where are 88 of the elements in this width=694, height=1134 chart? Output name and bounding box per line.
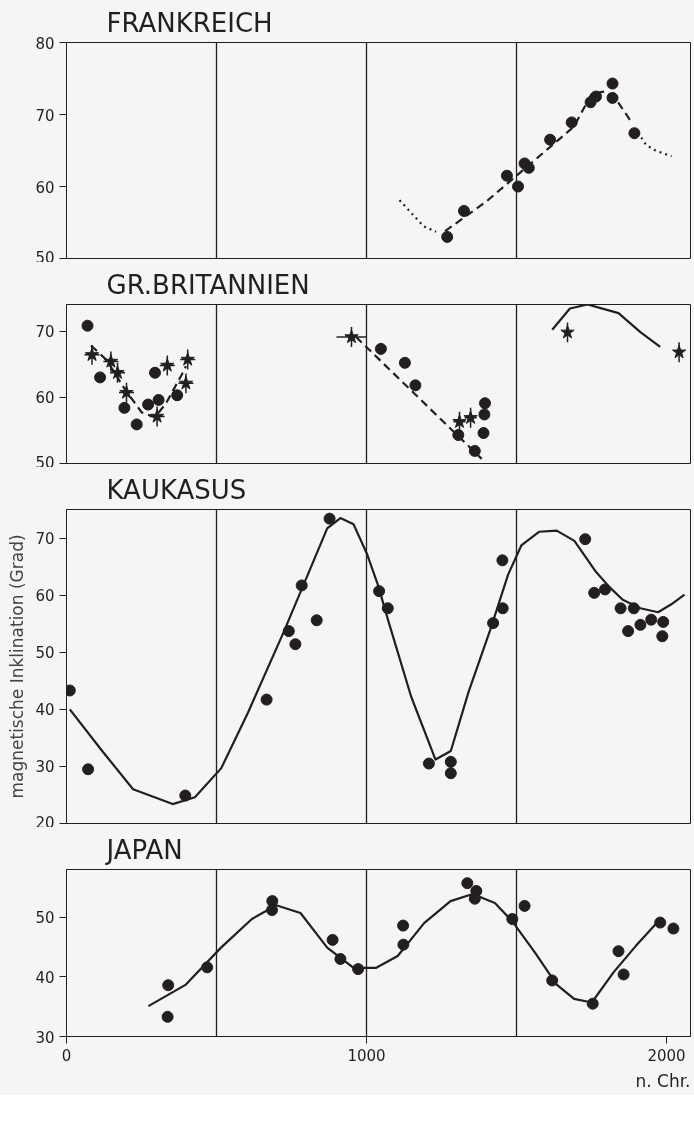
point	[479, 397, 491, 410]
y-tick-label: 30	[35, 1028, 55, 1047]
point	[149, 366, 161, 379]
y-axis-title: magnetische Inklination (Grad)	[7, 534, 28, 799]
point	[142, 398, 155, 411]
point	[178, 375, 194, 390]
point	[326, 933, 339, 946]
point	[671, 344, 687, 359]
point	[461, 877, 474, 890]
point	[656, 630, 669, 643]
point	[81, 319, 94, 332]
x-tick-label: 2000	[647, 1046, 686, 1065]
point	[171, 389, 184, 402]
point	[667, 922, 680, 935]
point	[590, 90, 602, 103]
y-tick-label: 30	[35, 758, 55, 777]
point	[612, 945, 625, 958]
point	[645, 613, 658, 626]
x-tick-label: 0	[61, 1046, 72, 1065]
point	[614, 602, 627, 615]
point	[496, 554, 509, 567]
point	[260, 693, 273, 706]
point	[162, 979, 175, 992]
point	[82, 763, 95, 776]
y-tick-label: 50	[35, 453, 55, 472]
chart-title: JAPAN	[104, 834, 183, 865]
point	[588, 586, 601, 599]
point	[374, 342, 387, 355]
x-tick-label: 1000	[347, 1046, 386, 1065]
point	[496, 602, 509, 615]
point	[409, 379, 422, 392]
point	[149, 408, 165, 423]
point	[118, 401, 131, 414]
point	[130, 418, 143, 431]
point	[310, 614, 323, 627]
y-tick-label: 40	[35, 968, 55, 987]
point	[606, 77, 619, 90]
y-tick-label: 20	[35, 813, 55, 832]
point	[444, 767, 457, 780]
point	[458, 204, 470, 217]
point	[444, 755, 457, 768]
point	[94, 371, 107, 384]
point	[560, 324, 575, 339]
chart-title: KAUKASUS	[106, 474, 247, 505]
point	[477, 427, 490, 440]
point	[452, 414, 467, 428]
y-tick-label: 40	[35, 701, 55, 720]
point	[512, 180, 524, 193]
y-tick-label: 50	[35, 909, 55, 928]
point	[617, 968, 630, 981]
point	[518, 899, 531, 912]
point	[522, 161, 535, 174]
point	[161, 1010, 174, 1023]
point	[565, 116, 578, 129]
y-tick-label: 50	[35, 248, 55, 267]
point	[657, 615, 670, 628]
y-tick-label: 80	[35, 34, 55, 53]
point	[579, 533, 592, 546]
chart-title: GR.BRITANNIEN	[106, 269, 310, 300]
point	[160, 357, 175, 372]
point	[398, 356, 411, 369]
y-tick-label: 60	[35, 178, 55, 197]
point	[84, 347, 100, 362]
point	[622, 625, 635, 638]
point	[463, 410, 478, 424]
y-tick-label: 50	[35, 644, 55, 663]
point	[344, 329, 359, 344]
y-tick-label: 60	[35, 389, 55, 408]
x-axis-title: n. Chr.	[635, 1070, 691, 1091]
point	[152, 393, 165, 406]
point	[323, 512, 336, 525]
point	[289, 638, 302, 651]
point	[628, 127, 641, 140]
y-tick-label: 70	[35, 530, 55, 549]
point	[544, 133, 557, 146]
y-tick-label: 70	[35, 106, 55, 125]
point	[441, 230, 454, 243]
point	[452, 429, 465, 441]
point	[180, 351, 195, 366]
point	[500, 169, 513, 182]
point	[422, 757, 435, 770]
chart-title: FRANKREICH	[106, 7, 273, 38]
point	[654, 916, 667, 929]
y-tick-label: 70	[35, 323, 55, 341]
y-tick-label: 60	[35, 587, 55, 606]
point	[634, 618, 647, 631]
point	[478, 408, 491, 421]
point	[397, 919, 410, 932]
